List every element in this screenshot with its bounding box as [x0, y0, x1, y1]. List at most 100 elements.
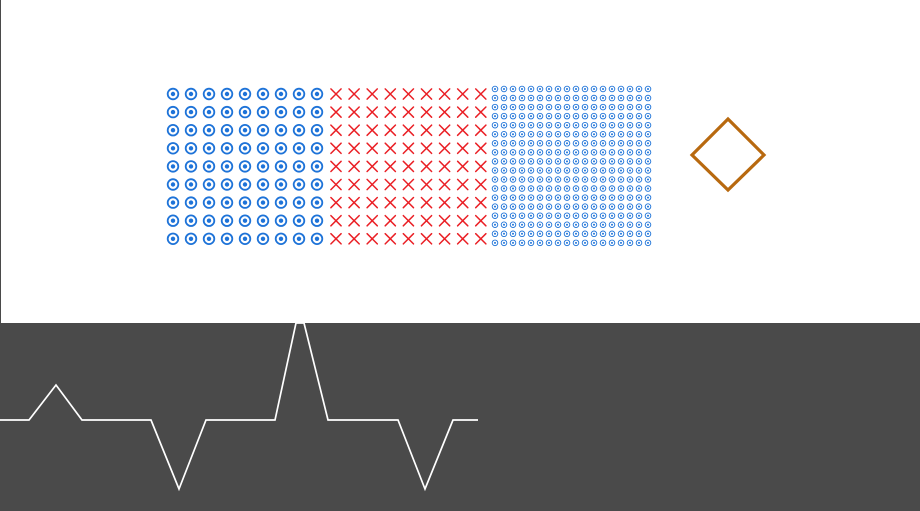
small-target-icon[interactable]: [626, 185, 634, 192]
small-target-icon[interactable]: [572, 112, 580, 120]
target-icon[interactable]: [166, 123, 180, 137]
small-target-icon[interactable]: [518, 212, 526, 219]
target-icon[interactable]: [220, 196, 234, 209]
small-target-icon[interactable]: [536, 176, 544, 183]
target-icon[interactable]: [292, 123, 306, 137]
small-target-icon[interactable]: [599, 185, 607, 192]
small-target-icon[interactable]: [518, 167, 526, 174]
cross-icon[interactable]: [402, 178, 415, 191]
small-target-icon[interactable]: [500, 140, 508, 147]
small-target-icon[interactable]: [599, 167, 607, 174]
target-icon[interactable]: [310, 160, 324, 173]
target-icon[interactable]: [256, 214, 270, 227]
small-target-icon[interactable]: [554, 176, 562, 183]
small-target-icon[interactable]: [509, 230, 517, 238]
small-target-icon[interactable]: [626, 121, 634, 129]
small-target-icon[interactable]: [527, 149, 535, 156]
small-target-icon[interactable]: [509, 140, 517, 147]
small-target-icon[interactable]: [590, 167, 598, 174]
small-target-icon[interactable]: [509, 185, 517, 192]
small-target-icon[interactable]: [554, 140, 562, 147]
target-icon[interactable]: [256, 178, 270, 191]
target-icon[interactable]: [166, 232, 180, 246]
small-target-icon[interactable]: [518, 103, 526, 111]
cross-icon[interactable]: [456, 124, 469, 137]
small-target-icon[interactable]: [626, 167, 634, 174]
small-target-icon[interactable]: [545, 121, 553, 129]
small-target-icon[interactable]: [581, 239, 589, 247]
target-icon[interactable]: [184, 105, 198, 119]
small-target-icon[interactable]: [518, 85, 526, 93]
target-icon[interactable]: [256, 142, 270, 155]
small-target-icon[interactable]: [554, 203, 562, 210]
small-target-icon[interactable]: [599, 85, 607, 93]
target-icon[interactable]: [310, 214, 324, 227]
cross-icon[interactable]: [474, 196, 487, 209]
cross-icon[interactable]: [366, 196, 379, 209]
target-icon[interactable]: [184, 196, 198, 209]
small-target-icon[interactable]: [554, 167, 562, 174]
small-target-icon[interactable]: [518, 158, 526, 165]
small-target-icon[interactable]: [509, 130, 517, 138]
small-target-icon[interactable]: [617, 230, 625, 238]
target-icon[interactable]: [202, 87, 216, 101]
small-target-icon[interactable]: [527, 212, 535, 219]
small-target-icon[interactable]: [635, 239, 643, 247]
small-target-icon[interactable]: [536, 140, 544, 147]
small-target-icon[interactable]: [581, 212, 589, 219]
small-target-icon[interactable]: [626, 94, 634, 102]
target-icon[interactable]: [310, 196, 324, 209]
small-target-icon[interactable]: [527, 85, 535, 93]
small-target-icon[interactable]: [509, 194, 517, 201]
small-target-icon[interactable]: [563, 94, 571, 102]
small-target-icon[interactable]: [491, 94, 499, 102]
cross-icon[interactable]: [420, 214, 433, 227]
small-target-icon[interactable]: [536, 230, 544, 238]
target-icon[interactable]: [220, 87, 234, 101]
small-target-icon[interactable]: [563, 221, 571, 228]
small-target-icon[interactable]: [545, 94, 553, 102]
small-target-icon[interactable]: [581, 130, 589, 138]
small-target-icon[interactable]: [500, 239, 508, 247]
target-icon[interactable]: [274, 142, 288, 155]
small-target-icon[interactable]: [626, 112, 634, 120]
cross-icon[interactable]: [330, 232, 342, 245]
small-target-icon[interactable]: [572, 167, 580, 174]
target-icon[interactable]: [166, 87, 180, 101]
small-target-icon[interactable]: [545, 221, 553, 228]
small-target-icon[interactable]: [572, 194, 580, 201]
small-target-icon[interactable]: [509, 167, 517, 174]
small-target-icon[interactable]: [626, 203, 634, 210]
cross-icon[interactable]: [438, 142, 451, 155]
small-target-icon[interactable]: [617, 221, 625, 228]
target-icon[interactable]: [274, 105, 288, 119]
small-target-icon[interactable]: [572, 239, 580, 247]
small-target-icon[interactable]: [599, 239, 607, 247]
cross-icon[interactable]: [330, 178, 342, 191]
target-icon[interactable]: [238, 123, 252, 137]
small-target-icon[interactable]: [536, 212, 544, 219]
cross-icon[interactable]: [330, 106, 342, 118]
small-target-icon[interactable]: [509, 221, 517, 228]
small-target-icon[interactable]: [590, 149, 598, 156]
target-icon[interactable]: [202, 232, 216, 246]
small-target-icon[interactable]: [599, 221, 607, 228]
target-icon[interactable]: [292, 214, 306, 227]
small-target-icon[interactable]: [608, 158, 616, 165]
small-target-icon[interactable]: [500, 221, 508, 228]
small-target-icon[interactable]: [527, 194, 535, 201]
small-target-icon[interactable]: [608, 239, 616, 247]
cross-icon[interactable]: [384, 178, 397, 191]
cross-icon[interactable]: [438, 178, 451, 191]
target-icon[interactable]: [310, 178, 324, 191]
cross-icon[interactable]: [456, 232, 469, 245]
small-target-icon[interactable]: [527, 130, 535, 138]
small-target-icon[interactable]: [644, 212, 652, 219]
small-target-icon[interactable]: [617, 121, 625, 129]
small-target-icon[interactable]: [572, 230, 580, 238]
small-target-icon[interactable]: [608, 203, 616, 210]
small-target-icon[interactable]: [509, 94, 517, 102]
small-target-icon[interactable]: [545, 230, 553, 238]
small-target-icon[interactable]: [581, 230, 589, 238]
small-target-icon[interactable]: [518, 194, 526, 201]
